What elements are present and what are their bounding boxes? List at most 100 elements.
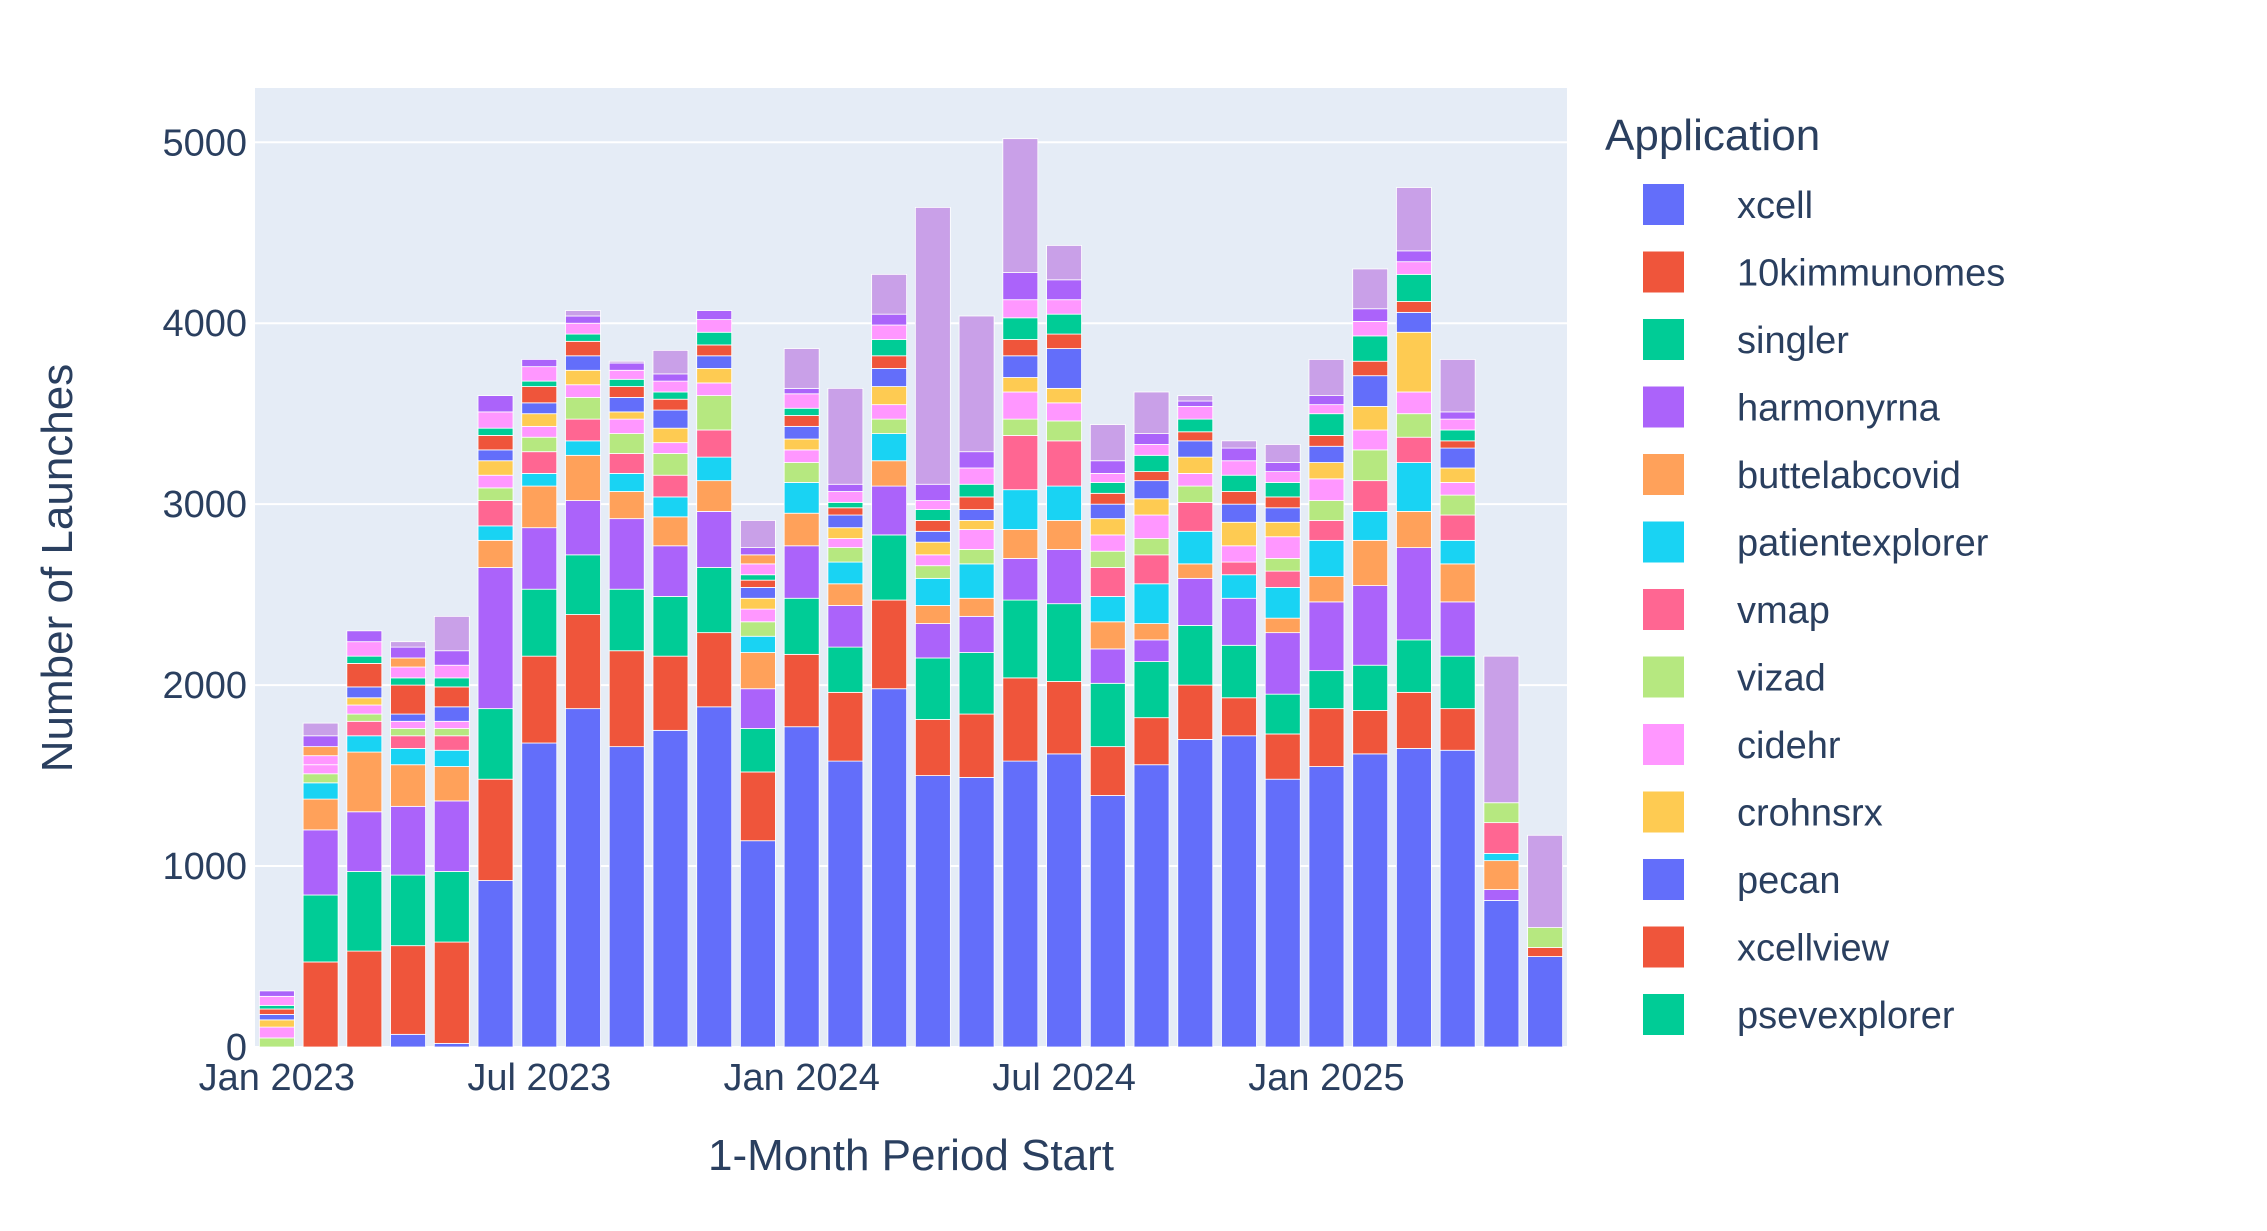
legend-label[interactable]: vizad	[1737, 658, 1826, 700]
legend-swatch[interactable]	[1643, 656, 1684, 698]
bar-segment-cidehr	[914, 554, 951, 567]
bar-segment-crohnsrx	[740, 597, 776, 610]
bar-segment-crohnsrx	[1221, 521, 1257, 547]
bar-segment-psevexplorer	[1396, 273, 1432, 302]
bar-segment-10kimmunomes	[1439, 708, 1476, 751]
bar-segment-vizad	[1177, 485, 1214, 503]
bar-segment-pecan	[1308, 445, 1345, 463]
bar-segment-patientexplorer	[346, 735, 383, 753]
bar-segment-harmonyrna	[346, 811, 383, 872]
legend-label[interactable]: xcell	[1737, 185, 1813, 227]
bar-segment-crohnsrx	[521, 413, 558, 427]
bar-segment-vmap	[1177, 501, 1214, 532]
bar-segment-singler	[1352, 664, 1389, 711]
legend-label[interactable]: psevexplorer	[1737, 995, 1955, 1037]
bar-segment-pecan	[958, 509, 995, 521]
bar-segment-singler	[433, 871, 470, 943]
bar-segment-crohnsrx	[1352, 406, 1389, 431]
bar-segment-other	[258, 995, 295, 1006]
bar-segment-vmap	[1046, 440, 1082, 487]
bar-segment-10kimmunomes	[390, 945, 426, 1035]
legend-label[interactable]: pecan	[1737, 860, 1841, 902]
bar-segment-xcellview	[1396, 301, 1432, 313]
bar-segment-xcell	[433, 1042, 470, 1048]
legend-label[interactable]: xcellview	[1737, 928, 1890, 970]
bar-segment-10kimmunomes	[1308, 708, 1345, 767]
bar-segment-xcell	[390, 1033, 426, 1048]
legend-swatch[interactable]	[1643, 994, 1684, 1035]
bar-segment-vmap	[346, 720, 383, 737]
bar-segment-buttelabcovid	[1439, 563, 1476, 603]
bar-segment-cidehr	[827, 538, 864, 548]
bar-segment-xcellview	[565, 340, 601, 357]
legend-swatch[interactable]	[1643, 454, 1684, 495]
legend-label[interactable]: cidehr	[1737, 725, 1841, 767]
bar-segment-psevexplorer	[433, 677, 470, 688]
bar-segment-other	[390, 641, 426, 648]
bar-segment-psevexplorer	[696, 331, 733, 346]
legend-swatch[interactable]	[1643, 926, 1684, 968]
bar-segment-harmonyrna	[958, 615, 995, 653]
legend-label[interactable]: singler	[1737, 320, 1849, 362]
bar-segment-buttelabcovid	[565, 454, 601, 501]
bar-segment-xcellview	[914, 520, 951, 532]
legend-label[interactable]: patientexplorer	[1737, 523, 1989, 565]
bar-segment-vizad	[1089, 550, 1126, 568]
legend-label[interactable]: buttelabcovid	[1737, 455, 1961, 497]
bar-segment-harmonyrna	[608, 518, 645, 590]
bar-segment-other	[871, 324, 908, 340]
bar-segment-other	[1308, 395, 1345, 406]
bar-segment-singler	[521, 588, 558, 657]
bar-segment-pecan	[608, 397, 645, 413]
bar-segment-vmap	[1308, 520, 1345, 541]
bar-segment-10kimmunomes	[652, 655, 689, 731]
bar-segment-psevexplorer	[346, 655, 383, 664]
bar-segment-xcell	[827, 760, 864, 1048]
legend-label[interactable]: crohnsrx	[1737, 793, 1883, 835]
bar-segment-xcell	[1264, 778, 1301, 1048]
bar-segment-xcell	[1221, 735, 1257, 1048]
bar-segment-crohnsrx	[1439, 467, 1476, 483]
legend-swatch[interactable]	[1643, 859, 1684, 900]
bar-segment-other	[390, 657, 426, 668]
legend-label[interactable]: vmap	[1737, 590, 1830, 632]
legend-swatch[interactable]	[1643, 184, 1684, 225]
bar-segment-singler	[1133, 661, 1170, 719]
legend-label[interactable]: 10kimmunomes	[1737, 253, 2005, 295]
bar-segment-xcell	[958, 776, 995, 1048]
bar-segment-xcellview	[1177, 431, 1214, 442]
bar-segment-other	[1308, 404, 1345, 415]
legend-swatch[interactable]	[1643, 251, 1684, 293]
bar-segment-other	[1089, 460, 1126, 474]
legend-swatch[interactable]	[1643, 724, 1684, 765]
legend-swatch[interactable]	[1643, 791, 1684, 833]
legend-swatch[interactable]	[1643, 589, 1684, 630]
bar-segment-xcellview	[1264, 496, 1301, 509]
bar-segment-cidehr	[871, 404, 908, 420]
bar-segment-patientexplorer	[565, 440, 601, 456]
bar-segment-vmap	[1439, 514, 1476, 541]
bar-segment-other	[302, 746, 339, 757]
bar-segment-xcellview	[871, 355, 908, 369]
bar-segment-vmap	[1221, 561, 1257, 576]
bar-segment-buttelabcovid	[1352, 539, 1389, 586]
bar-segment-vizad	[390, 728, 426, 737]
bar-segment-singler	[740, 728, 776, 773]
bar-segment-cidehr	[1177, 473, 1214, 487]
legend-swatch[interactable]	[1643, 319, 1684, 360]
bar-segment-10kimmunomes	[565, 614, 601, 710]
bar-segment-pecan	[783, 425, 820, 440]
bar-segment-crohnsrx	[696, 368, 733, 384]
bar-segment-vizad	[1002, 418, 1039, 436]
bar-segment-crohnsrx	[346, 697, 383, 706]
bar-segment-other	[565, 310, 601, 317]
legend-swatch[interactable]	[1643, 521, 1684, 563]
bar-segment-vizad	[433, 728, 470, 737]
bar-segment-other	[565, 315, 601, 324]
bar-segment-vizad	[783, 462, 820, 483]
legend-swatch[interactable]	[1643, 386, 1684, 428]
bar-segment-buttelabcovid	[783, 512, 820, 547]
bar-segment-other	[740, 554, 776, 565]
bar-segment-vizad	[477, 487, 514, 501]
legend-label[interactable]: harmonyrna	[1737, 388, 1941, 430]
